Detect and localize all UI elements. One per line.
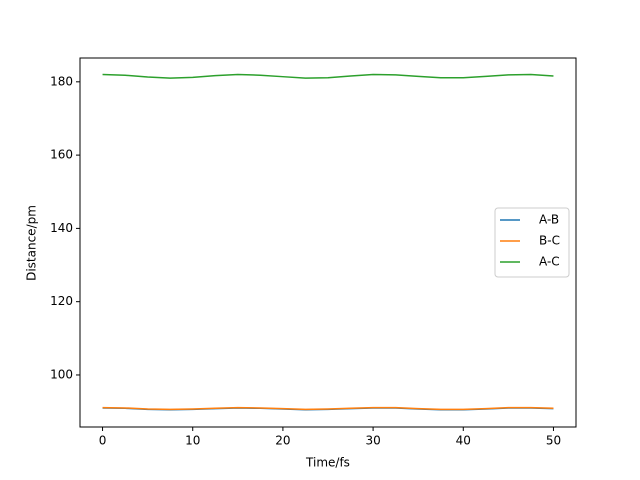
x-tick-label: 30	[365, 434, 380, 448]
legend-label: B-C	[539, 234, 560, 248]
y-tick-label: 160	[50, 148, 73, 162]
x-tick-label: 10	[185, 434, 200, 448]
legend-label: A-C	[539, 255, 560, 269]
x-tick-label: 50	[546, 434, 561, 448]
y-tick-label: 120	[50, 294, 73, 308]
y-tick-label: 180	[50, 74, 73, 88]
x-tick-label: 0	[99, 434, 107, 448]
x-tick-label: 20	[275, 434, 290, 448]
legend-label: A-B	[539, 213, 559, 227]
legend-box	[494, 207, 570, 278]
plot-frame	[79, 57, 577, 428]
x-axis-label: Time/fs	[305, 456, 350, 470]
x-tick-label: 40	[456, 434, 471, 448]
y-tick-label: 100	[50, 367, 73, 381]
y-axis-label: Distance/pm	[25, 205, 39, 281]
line-series	[102, 73, 554, 79]
line-series	[102, 406, 554, 411]
y-tick-label: 140	[50, 221, 73, 235]
